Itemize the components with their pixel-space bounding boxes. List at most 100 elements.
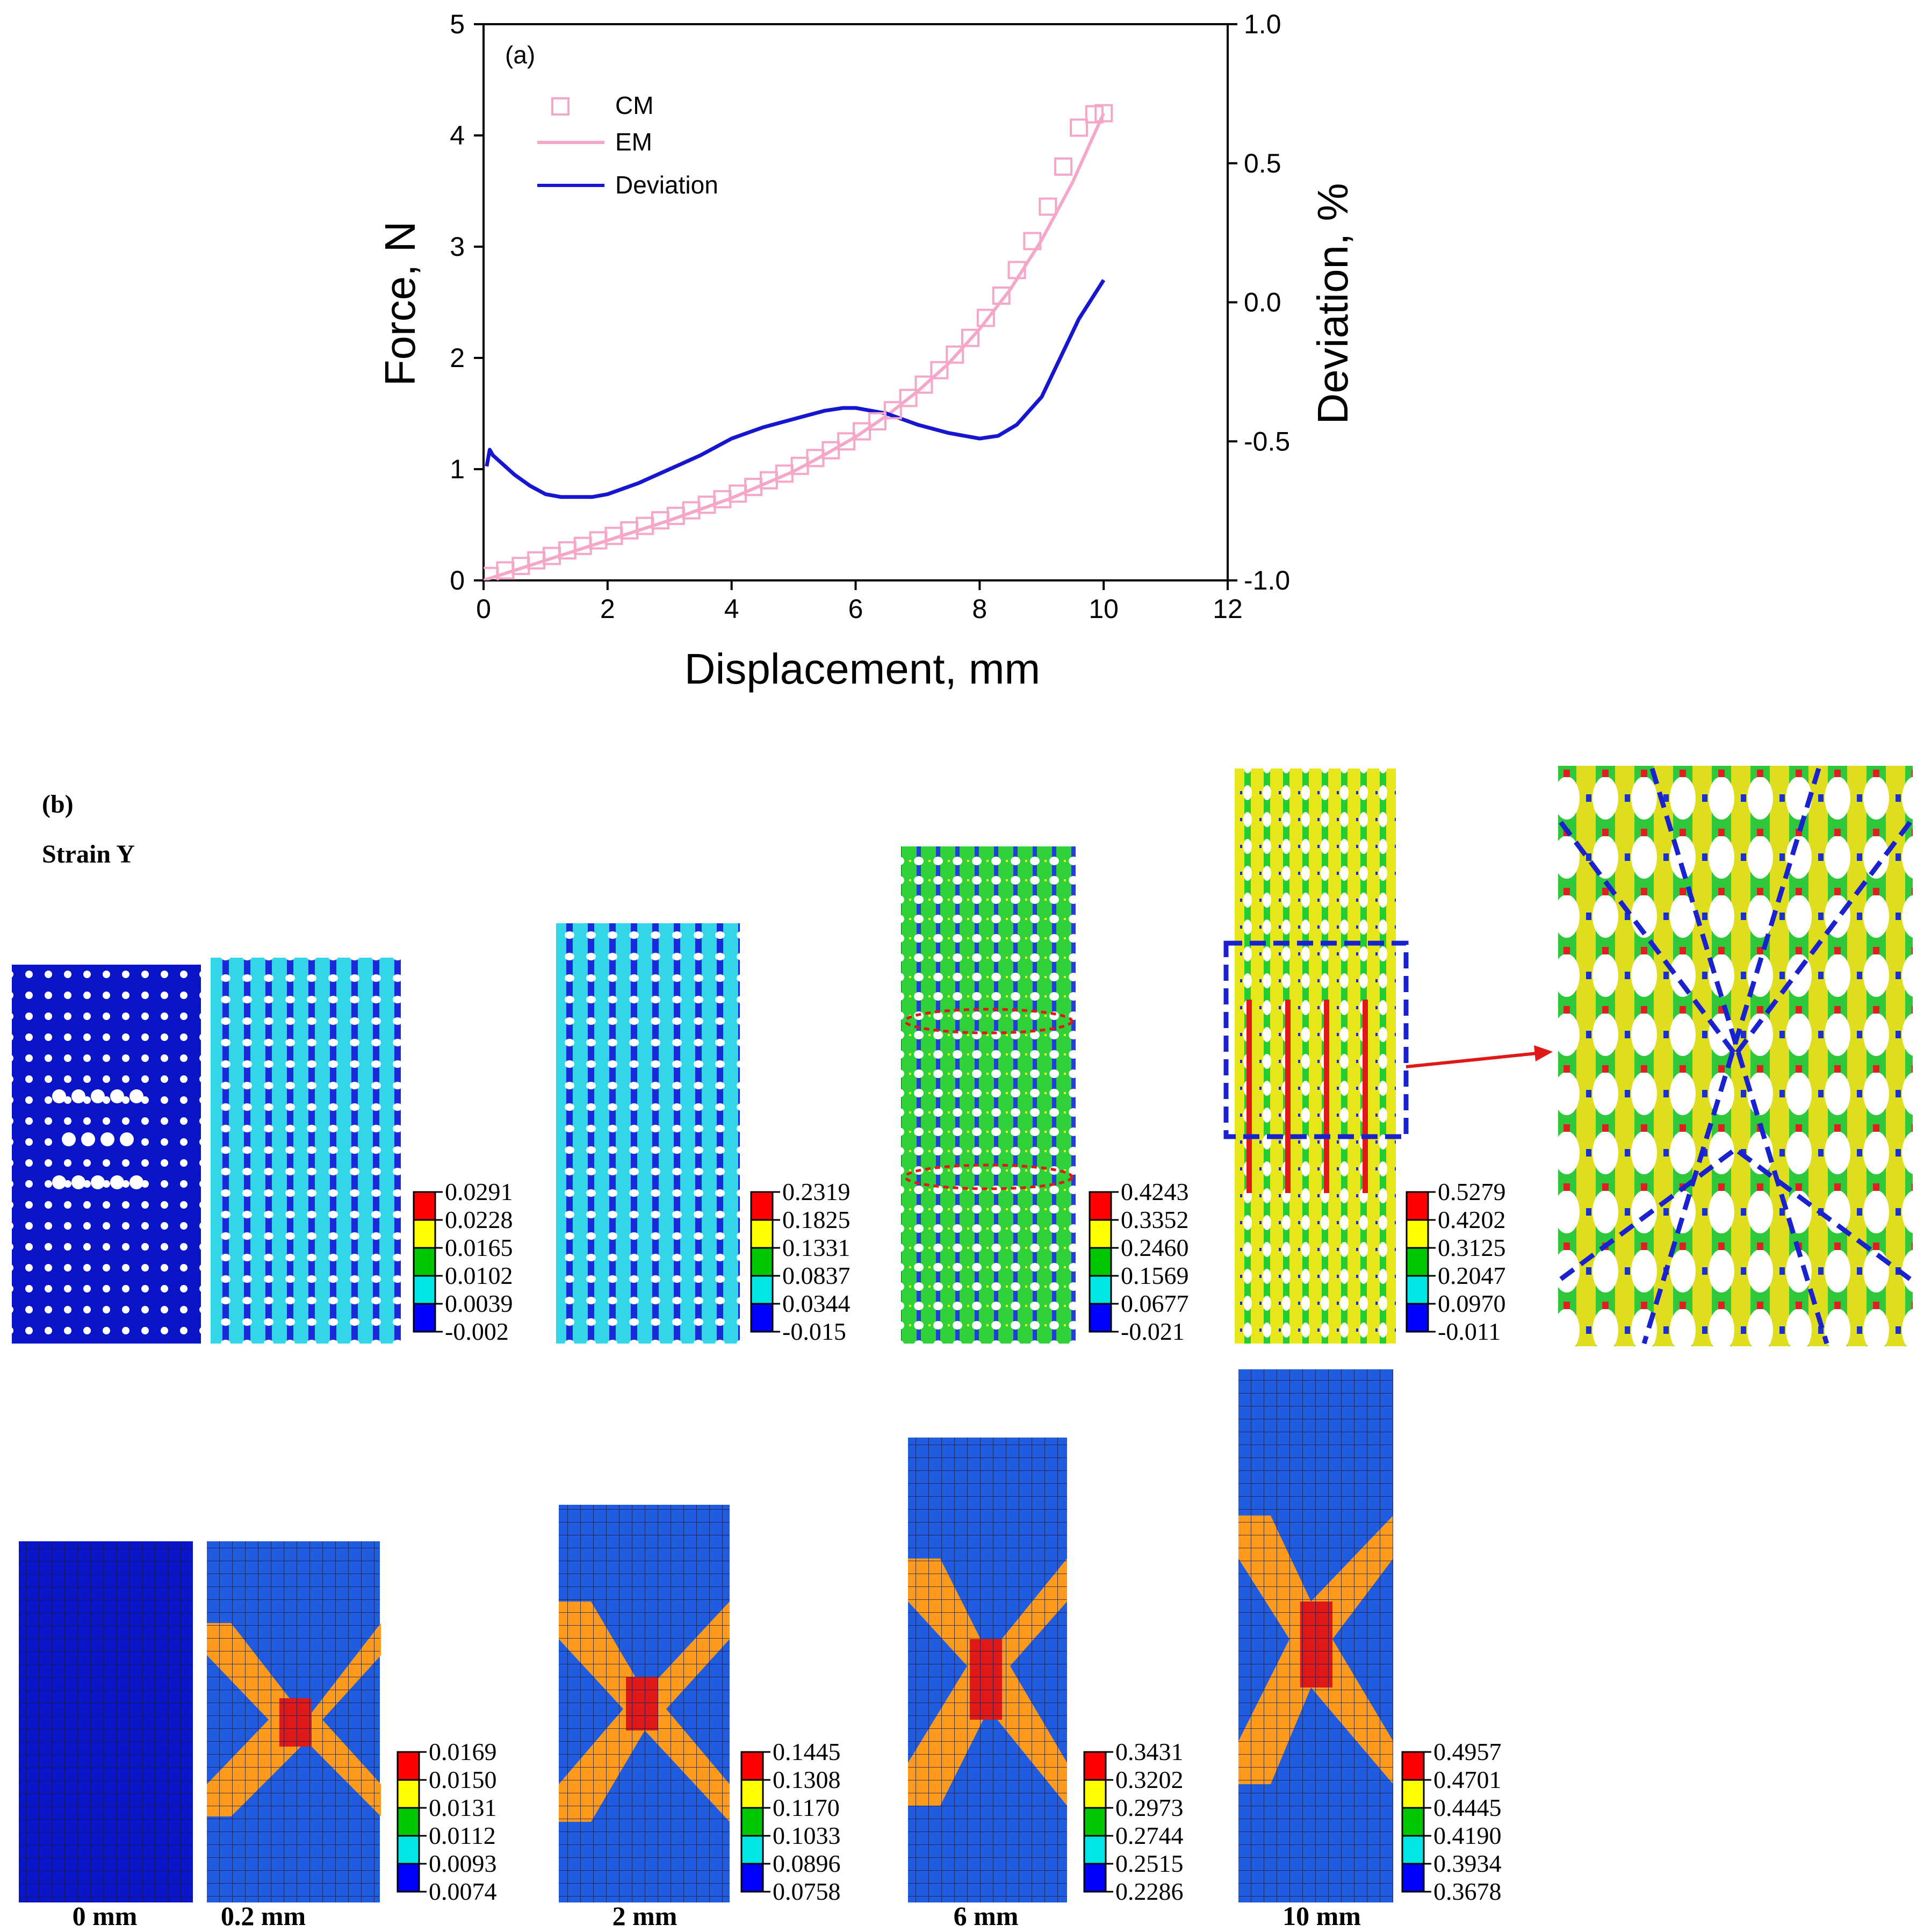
top-colorbar-2-label: 0.0344 <box>782 1290 851 1317</box>
bottom-colorbar-1-swatch <box>397 1779 420 1809</box>
bottom-colorbar-1-label: 0.0112 <box>429 1822 496 1849</box>
top-colorbar-3-label: 0.0677 <box>1121 1290 1189 1317</box>
top-colorbar-3-swatch <box>1089 1191 1112 1221</box>
top-colorbar-1-swatch <box>413 1275 436 1305</box>
bottom-colorbar-1-label: 0.0150 <box>429 1766 497 1793</box>
bottom-colorbar-3-label: 0.3431 <box>1115 1738 1184 1765</box>
top-colorbar-4-label: 0.5279 <box>1438 1178 1506 1205</box>
top-colorbar-3-label: 0.4243 <box>1121 1178 1189 1205</box>
cm-point <box>899 389 918 407</box>
bottom-colorbar-4-swatch <box>1401 1835 1425 1865</box>
cm-point <box>946 345 964 364</box>
bottom-colorbar-4-label: 0.3678 <box>1433 1878 1502 1905</box>
zoom-shear-bands <box>1559 767 1912 1345</box>
cm-point <box>883 401 902 420</box>
y-left-tick-label-4: 4 <box>450 120 465 150</box>
series-em-line <box>484 112 1105 580</box>
bottom-colorbar-3-swatch <box>1083 1807 1107 1837</box>
y-left-tick-label-3: 3 <box>450 232 465 262</box>
top-colorbar-4-label: 0.4202 <box>1438 1206 1506 1233</box>
top-colorbar-3-label: -0.021 <box>1121 1318 1185 1345</box>
cm-point <box>976 308 995 327</box>
bottom-colorbar-2-label: 0.1445 <box>773 1738 841 1765</box>
displacement-captions: 0 mm 0.2 mm 2 mm 6 mm 10 mm <box>73 1901 1361 1931</box>
top-colorbar-2-swatch <box>750 1303 774 1333</box>
y-left-tick-label-0: 0 <box>450 565 465 595</box>
x-axis-label: Displacement, mm <box>684 645 1040 693</box>
bottom-colorbar-3-label: 0.2286 <box>1115 1878 1184 1905</box>
bottom-colorbar-2-swatch <box>740 1863 764 1893</box>
bottom-colorbar-1-label: 0.0169 <box>429 1738 497 1765</box>
legend-cm-label: CM <box>615 91 654 119</box>
bottom-colorbar-4-label: 0.3934 <box>1433 1850 1502 1877</box>
lattice-maps <box>12 766 1913 1346</box>
top-colorbar-3-swatch <box>1089 1275 1112 1305</box>
top-colorbar-1-label: 0.0102 <box>445 1262 513 1289</box>
lattice-map-0.2mm <box>211 958 401 1344</box>
top-colorbar-2-swatch <box>750 1191 774 1221</box>
x-tick-label-1: 2 <box>600 594 615 624</box>
y-right-tick-label-1: -0.5 <box>1244 426 1290 456</box>
top-colorbar-1-swatch <box>413 1191 436 1221</box>
lattice-0mm-large-holes <box>52 1089 143 1189</box>
bottom-colorbar-3-swatch <box>1083 1779 1107 1809</box>
cm-point <box>992 286 1011 305</box>
x-tick-label-2: 4 <box>724 594 739 624</box>
cm-point <box>1054 157 1073 176</box>
top-colorbar-1-label: 0.0039 <box>445 1290 513 1317</box>
equivalent-model-maps <box>19 1369 1393 1902</box>
zoomed-lattice <box>1558 766 1913 1346</box>
lattice-map-0mm <box>12 965 201 1344</box>
top-colorbar-2-swatch <box>750 1247 774 1277</box>
panel-b: (b) Strain Y <box>12 766 1913 1931</box>
colorbars: 0.02910.02280.01650.01020.0039-0.0020.01… <box>397 1178 1506 1905</box>
caption-2mm: 2 mm <box>612 1901 678 1931</box>
y-left-axis-label: Force, N <box>376 221 424 386</box>
lattice-map-2mm <box>556 923 740 1344</box>
bottom-colorbar-2-label: 0.1170 <box>773 1794 840 1821</box>
bottom-colorbar-1-swatch <box>397 1835 420 1865</box>
bottom-colorbar-2-swatch <box>740 1779 764 1809</box>
top-colorbar-4-label: 0.3125 <box>1438 1234 1506 1261</box>
bottom-colorbar-1-label: 0.0131 <box>429 1794 497 1821</box>
x-tick-label-4: 8 <box>972 594 987 624</box>
top-colorbar-3-swatch <box>1089 1303 1112 1333</box>
panel-b-label: (b) <box>42 790 74 818</box>
top-colorbar-4-swatch <box>1406 1303 1429 1333</box>
top-colorbar-4-swatch <box>1406 1275 1429 1305</box>
y-left-tick-label-1: 1 <box>450 454 465 484</box>
top-colorbar-1-label: 0.0165 <box>445 1234 513 1261</box>
cm-point <box>837 432 856 451</box>
bottom-colorbar-4-label: 0.4445 <box>1433 1794 1502 1821</box>
top-colorbar-4-swatch <box>1406 1219 1429 1249</box>
zoom-region-box <box>1223 940 1409 1139</box>
top-colorbar-2-label: 0.2319 <box>782 1178 851 1205</box>
top-colorbar-4-label: 0.2047 <box>1438 1262 1506 1289</box>
bottom-colorbar-2-swatch <box>740 1807 764 1837</box>
series-deviation-line <box>485 279 1106 499</box>
legend: CM EM Deviation <box>537 91 718 199</box>
panel-a-label: (a) <box>505 41 535 69</box>
top-colorbar-3-swatch <box>1089 1219 1112 1249</box>
top-colorbar-4-swatch <box>1406 1247 1429 1277</box>
top-colorbar-4-swatch <box>1406 1191 1429 1221</box>
cm-point <box>961 328 979 347</box>
cm-point <box>1094 104 1113 123</box>
top-colorbar-2-label: 0.0837 <box>782 1262 851 1289</box>
top-colorbar-3-label: 0.1569 <box>1121 1262 1189 1289</box>
x-tick-label-0: 0 <box>476 594 491 624</box>
y-right-tick-label-4: 1.0 <box>1244 9 1281 39</box>
em-map-2mm <box>559 1505 730 1902</box>
legend-deviation-label: Deviation <box>615 171 718 199</box>
y-left-tick-label-5: 5 <box>450 9 465 39</box>
cm-point <box>1070 118 1088 137</box>
bottom-colorbar-2-label: 0.0896 <box>773 1850 841 1877</box>
top-colorbar-1-swatch <box>413 1219 436 1249</box>
bottom-colorbar-2-swatch <box>740 1751 764 1781</box>
bottom-colorbar-2-label: 0.1308 <box>773 1766 841 1793</box>
